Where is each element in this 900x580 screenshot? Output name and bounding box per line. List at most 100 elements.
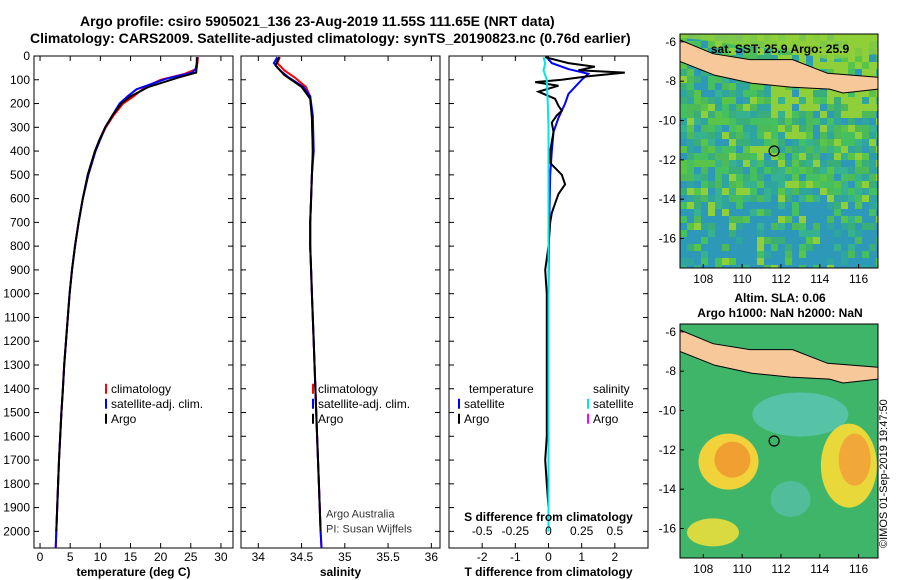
sst-pixel: [848, 216, 855, 223]
sst-pixel: [764, 83, 771, 90]
sst-pixel: [722, 104, 729, 111]
sla-blob: [687, 518, 739, 547]
sst-pixel: [680, 265, 687, 268]
sst-pixel: [750, 188, 757, 195]
sst-pixel: [806, 125, 813, 132]
sst-pixel: [750, 153, 757, 160]
sst-pixel: [680, 153, 687, 160]
sst-pixel: [799, 97, 806, 104]
sst-pixel: [841, 111, 848, 118]
sst-pixel: [757, 97, 764, 104]
sst-pixel: [722, 41, 729, 48]
sst-pixel: [820, 167, 827, 174]
sst-pixel: [799, 202, 806, 209]
sst-pixel: [806, 230, 813, 237]
sst-pixel: [876, 209, 878, 216]
sst-pixel: [757, 258, 764, 265]
legend-entry: Argo: [593, 412, 619, 426]
sst-pixel: [750, 230, 757, 237]
sst-pixel: [680, 62, 687, 69]
depth-tick-label: 1800: [3, 477, 30, 491]
sst-pixel: [862, 160, 869, 167]
sst-pixel: [799, 223, 806, 230]
sst-pixel: [778, 237, 785, 244]
sst-pixel: [778, 209, 785, 216]
sst-pixel: [729, 216, 736, 223]
sst-pixel: [715, 202, 722, 209]
sst-pixel: [806, 188, 813, 195]
sst-pixel: [750, 132, 757, 139]
sst-pixel: [813, 195, 820, 202]
sst-map-title: sat. SST: 25.9 Argo: 25.9: [710, 42, 850, 56]
sst-pixel: [869, 188, 876, 195]
sst-pixel: [792, 104, 799, 111]
x-tick-label: -2: [477, 550, 488, 564]
sst-pixel: [841, 118, 848, 125]
sst-pixel: [764, 132, 771, 139]
sst-pixel: [708, 188, 715, 195]
sst-pixel: [750, 167, 757, 174]
sst-pixel: [855, 55, 862, 62]
sst-pixel: [785, 230, 792, 237]
sst-pixel: [834, 111, 841, 118]
sst-pixel: [771, 237, 778, 244]
sst-pixel: [827, 90, 834, 97]
sst-pixel: [708, 132, 715, 139]
sst-pixel: [785, 104, 792, 111]
sst-pixel: [827, 265, 834, 268]
sst-pixel: [771, 104, 778, 111]
sst-pixel: [771, 83, 778, 90]
map-y-tick-label: -12: [659, 153, 677, 167]
sst-pixel: [736, 237, 743, 244]
sst-pixel: [876, 111, 878, 118]
sst-pixel: [750, 237, 757, 244]
sst-pixel: [792, 118, 799, 125]
sst-pixel: [715, 104, 722, 111]
depth-tick-label: 1100: [4, 310, 30, 324]
sst-pixel: [862, 174, 869, 181]
sst-pixel: [771, 139, 778, 146]
sst-pixel: [722, 202, 729, 209]
sst-pixel: [743, 111, 750, 118]
sst-pixel: [876, 146, 878, 153]
sst-pixel: [694, 97, 701, 104]
sst-pixel: [757, 251, 764, 258]
sst-pixel: [841, 209, 848, 216]
sst-pixel: [876, 195, 878, 202]
sst-pixel: [869, 216, 876, 223]
sst-pixel: [729, 125, 736, 132]
sst-pixel: [806, 111, 813, 118]
sst-pixel: [778, 139, 785, 146]
sst-pixel: [841, 188, 848, 195]
sst-pixel: [813, 265, 820, 268]
x-tick-label: 34: [252, 550, 266, 564]
legend-entry: climatology: [111, 382, 171, 396]
depth-tick-label: 1200: [3, 334, 30, 348]
sst-pixel: [708, 83, 715, 90]
sst-pixel: [827, 160, 834, 167]
sst-pixel: [757, 195, 764, 202]
sst-pixel: [869, 153, 876, 160]
sst-pixel: [799, 160, 806, 167]
sst-pixel: [764, 139, 771, 146]
sst-pixel: [876, 139, 878, 146]
sst-pixel: [862, 69, 869, 76]
sst-pixel: [778, 111, 785, 118]
sst-pixel: [876, 174, 878, 181]
sst-pixel: [764, 125, 771, 132]
sst-pixel: [708, 216, 715, 223]
sst-pixel: [827, 244, 834, 251]
sst-pixel: [743, 223, 750, 230]
sst-pixel: [799, 153, 806, 160]
sst-pixel: [785, 195, 792, 202]
sst-pixel: [792, 230, 799, 237]
sst-pixel: [708, 195, 715, 202]
sla-blob: [752, 392, 849, 437]
sst-pixel: [694, 104, 701, 111]
sst-pixel: [862, 139, 869, 146]
sst-pixel: [736, 195, 743, 202]
series-line: [546, 56, 591, 532]
sst-pixel: [785, 146, 792, 153]
sst-pixel: [701, 132, 708, 139]
sst-pixel: [771, 132, 778, 139]
